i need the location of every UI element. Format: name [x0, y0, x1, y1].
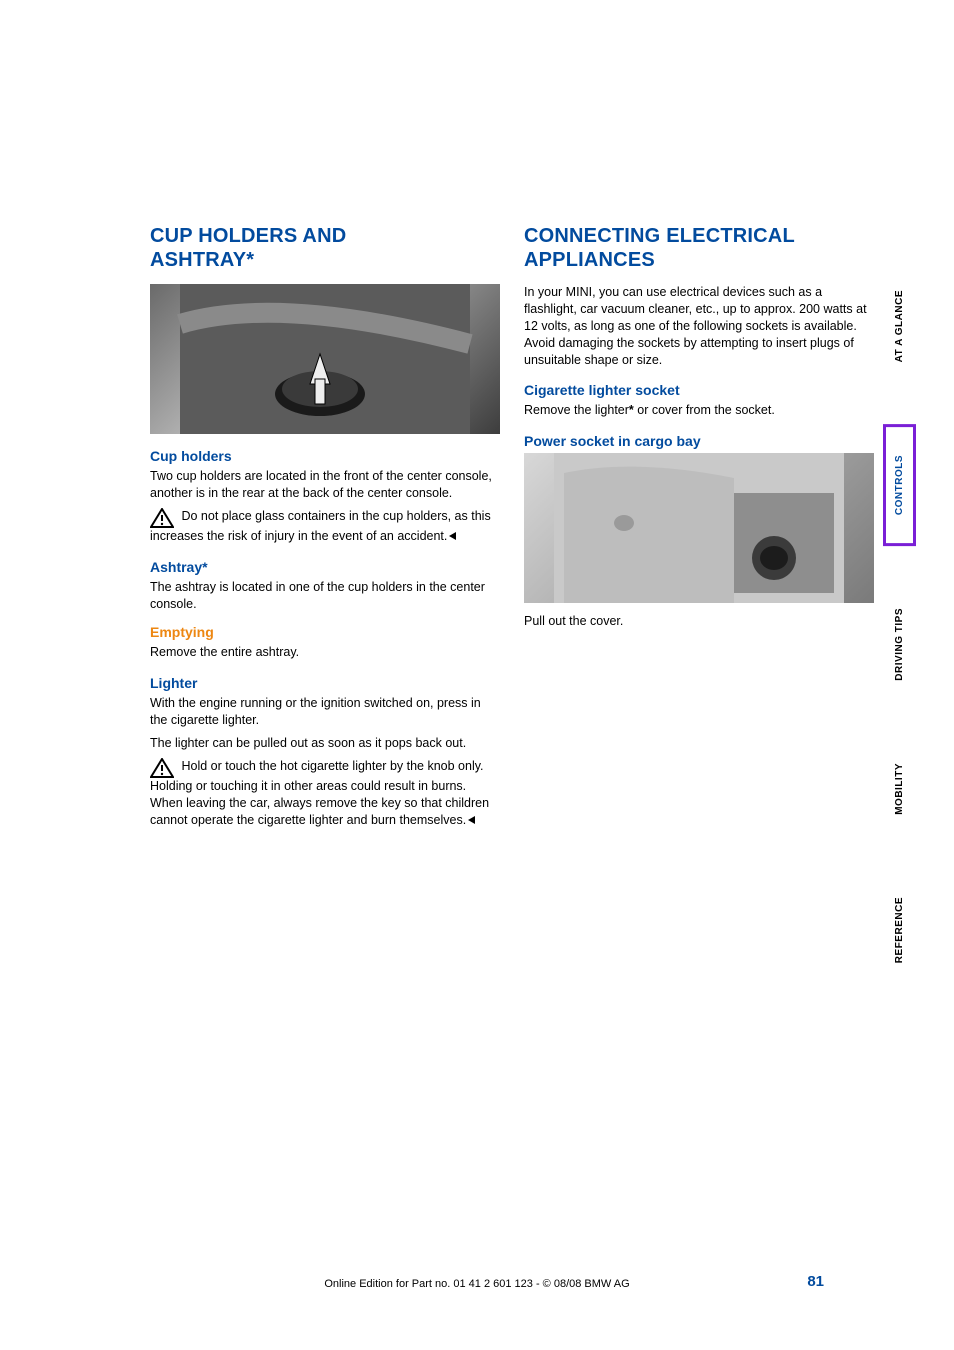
title-line-2: APPLIANCES: [524, 249, 655, 271]
title-line-1: CUP HOLDERS AND: [150, 225, 346, 247]
cig-text-b: or cover from the socket.: [634, 403, 775, 417]
tab-controls[interactable]: CONTROLS: [883, 424, 916, 546]
cup-holder-illustration: [150, 284, 500, 434]
cargo-socket-illustration: [524, 453, 874, 603]
title-asterisk: *: [246, 249, 254, 271]
title-line-1: CONNECTING ELECTRICAL: [524, 225, 795, 247]
connecting-intro-text: In your MINI, you can use electrical dev…: [524, 284, 874, 368]
tab-driving-tips[interactable]: DRIVING TIPS: [888, 588, 911, 701]
cup-holders-text: Two cup holders are located in the front…: [150, 468, 500, 502]
lighter-warning: Hold or touch the hot cigarette lighter …: [150, 758, 500, 829]
connecting-appliances-title: CONNECTING ELECTRICAL APPLIANCES: [524, 224, 874, 272]
two-column-layout: CUP HOLDERS AND ASHTRAY* Cup holders Two…: [150, 224, 874, 835]
cup-holders-warning-text: Do not place glass containers in the cup…: [150, 509, 491, 543]
emptying-text: Remove the entire ashtray.: [150, 644, 500, 661]
warning-icon: [150, 508, 174, 528]
ashtray-heading: Ashtray*: [150, 559, 500, 575]
warning-icon: [150, 758, 174, 778]
right-column: CONNECTING ELECTRICAL APPLIANCES In your…: [524, 224, 874, 835]
lighter-heading: Lighter: [150, 675, 500, 691]
cigarette-socket-heading: Cigarette lighter socket: [524, 382, 874, 398]
cig-text-a: Remove the lighter: [524, 403, 629, 417]
emptying-heading: Emptying: [150, 624, 500, 640]
left-column: CUP HOLDERS AND ASHTRAY* Cup holders Two…: [150, 224, 500, 835]
lighter-text-1: With the engine running or the ignition …: [150, 695, 500, 729]
cup-holders-warning: Do not place glass containers in the cup…: [150, 508, 500, 545]
lighter-warning-text-2: When leaving the car, always remove the …: [150, 796, 489, 827]
tab-mobility[interactable]: MOBILITY: [888, 743, 911, 835]
end-mark-icon: [468, 816, 475, 824]
cigarette-socket-text: Remove the lighter* or cover from the so…: [524, 402, 874, 419]
ashtray-text: The ashtray is located in one of the cup…: [150, 579, 500, 613]
lighter-text-2: The lighter can be pulled out as soon as…: [150, 735, 500, 752]
ashtray-heading-text: Ashtray: [150, 559, 202, 575]
cargo-socket-heading: Power socket in cargo bay: [524, 433, 874, 449]
manual-page: CUP HOLDERS AND ASHTRAY* Cup holders Two…: [0, 0, 954, 1350]
lighter-warning-text-1: Hold or touch the hot cigarette lighter …: [150, 759, 484, 793]
side-navigation-tabs: AT A GLANCE CONTROLS DRIVING TIPS MOBILI…: [883, 270, 916, 983]
tab-reference[interactable]: REFERENCE: [888, 877, 911, 983]
cup-holders-ashtray-title: CUP HOLDERS AND ASHTRAY*: [150, 224, 500, 272]
cup-holder-image: [150, 284, 500, 434]
cup-holders-heading: Cup holders: [150, 448, 500, 464]
cargo-socket-text: Pull out the cover.: [524, 613, 874, 630]
tab-at-a-glance[interactable]: AT A GLANCE: [888, 270, 911, 382]
end-mark-icon: [449, 532, 456, 540]
title-line-2: ASHTRAY: [150, 249, 246, 271]
footer-text: Online Edition for Part no. 01 41 2 601 …: [0, 1278, 954, 1290]
cargo-socket-image: [524, 453, 874, 603]
ashtray-asterisk: *: [202, 559, 207, 575]
